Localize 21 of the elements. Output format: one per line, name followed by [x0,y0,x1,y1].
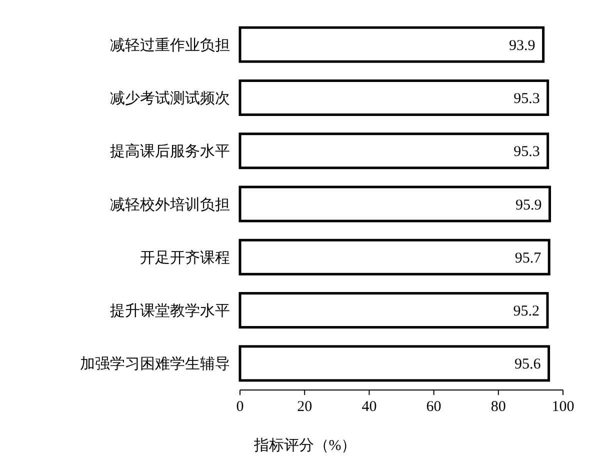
x-tick-label: 60 [426,399,442,415]
y-tick-label: 开足开齐课程 [140,249,230,266]
x-tick-label: 20 [297,399,312,415]
y-tick-label: 加强学习困难学生辅导 [80,356,230,373]
data-label: 95.7 [514,250,542,266]
data-label: 95.6 [514,356,542,373]
data-label: 93.9 [509,38,536,54]
x-tick-label: 80 [490,399,506,415]
y-tick-label: 减轻校外培训负担 [110,196,230,214]
data-label: 95.3 [514,90,540,107]
x-tick-label: 0 [236,399,244,415]
y-tick-label: 提升课堂教学水平 [110,302,230,320]
data-label: 95.3 [514,144,540,160]
y-tick-label: 提高课后服务水平 [110,143,230,160]
data-label: 95.9 [516,197,542,214]
y-tick-label: 减少考试测试频次 [110,90,230,107]
data-label: 95.2 [513,304,540,320]
x-tick-label: 40 [362,399,377,415]
y-tick-label: 减轻过重作业负担 [110,36,230,54]
x-axis-title: 指标评分（%） [252,437,356,454]
x-tick-label: 100 [552,399,574,415]
